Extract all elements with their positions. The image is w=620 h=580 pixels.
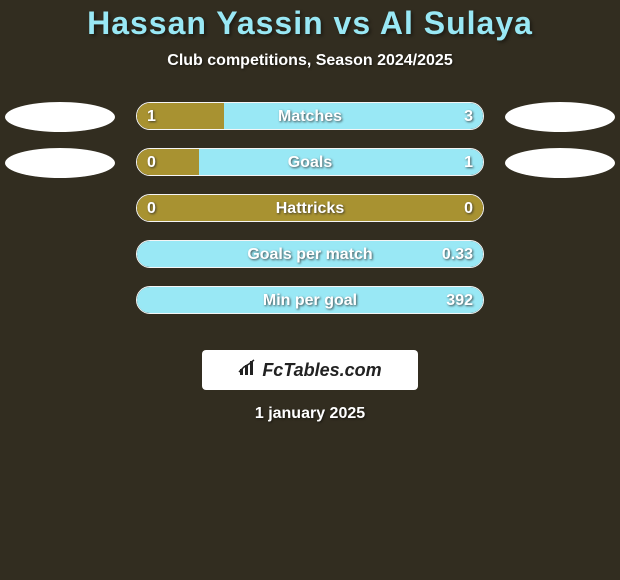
player-left-badge bbox=[5, 148, 115, 178]
stat-row: Goals per match0.33 bbox=[0, 238, 620, 284]
logo-label: FcTables.com bbox=[262, 360, 381, 381]
stat-value-right: 0 bbox=[464, 195, 473, 222]
stat-bar: 1Matches3 bbox=[136, 102, 484, 130]
stat-value-right: 3 bbox=[464, 103, 473, 130]
stat-value-right: 0.33 bbox=[442, 241, 473, 268]
stat-value-right: 1 bbox=[464, 149, 473, 176]
stat-label: Matches bbox=[137, 103, 483, 130]
stat-row: Min per goal392 bbox=[0, 284, 620, 330]
stat-bar: 0Hattricks0 bbox=[136, 194, 484, 222]
stat-label: Goals per match bbox=[137, 241, 483, 268]
stat-label: Hattricks bbox=[137, 195, 483, 222]
stat-label: Goals bbox=[137, 149, 483, 176]
stat-bar: Min per goal392 bbox=[136, 286, 484, 314]
stat-row: 0Hattricks0 bbox=[0, 192, 620, 238]
page-title: Hassan Yassin vs Al Sulaya bbox=[0, 5, 620, 42]
player-left-badge bbox=[5, 102, 115, 132]
stat-bar: Goals per match0.33 bbox=[136, 240, 484, 268]
stat-value-right: 392 bbox=[446, 287, 473, 314]
stat-row: 1Matches3 bbox=[0, 100, 620, 146]
stats-area: 1Matches30Goals10Hattricks0Goals per mat… bbox=[0, 100, 620, 330]
stats-card: Hassan Yassin vs Al Sulaya Club competit… bbox=[0, 0, 620, 423]
stat-row: 0Goals1 bbox=[0, 146, 620, 192]
stat-label: Min per goal bbox=[137, 287, 483, 314]
stat-bar: 0Goals1 bbox=[136, 148, 484, 176]
date-text: 1 january 2025 bbox=[0, 405, 620, 423]
player-right-badge bbox=[505, 102, 615, 132]
logo-box[interactable]: FcTables.com bbox=[202, 350, 418, 390]
logo-text: FcTables.com bbox=[238, 359, 381, 382]
player-right-badge bbox=[505, 148, 615, 178]
bar-chart-icon bbox=[238, 359, 258, 382]
subtitle: Club competitions, Season 2024/2025 bbox=[0, 52, 620, 70]
